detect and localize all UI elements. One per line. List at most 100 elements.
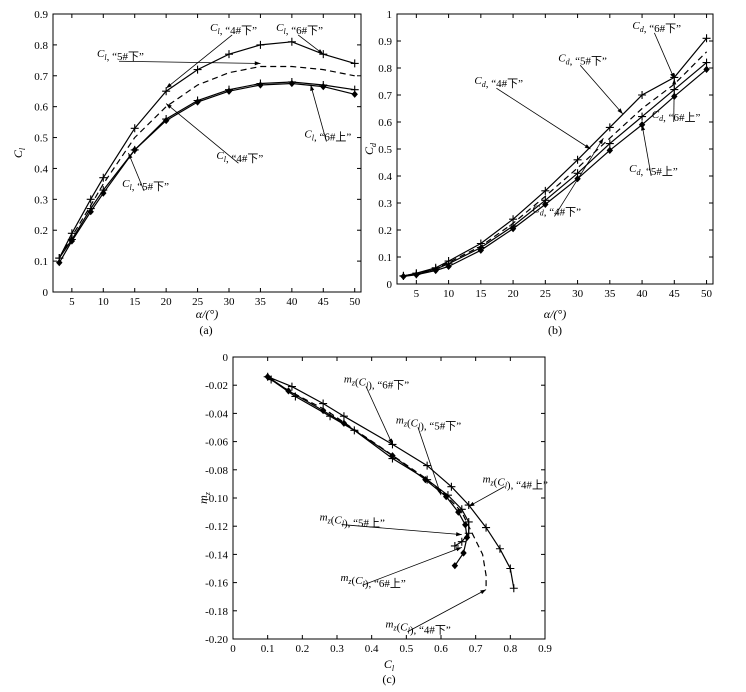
annotation-label: Cl, “5#下” [97, 48, 144, 63]
arrowhead [166, 82, 172, 89]
arrowhead [617, 108, 623, 114]
diamond-marker [462, 521, 469, 529]
y-tick-label: 0.5 [378, 144, 392, 156]
arrowhead [672, 78, 677, 85]
plus-marker [573, 155, 582, 164]
plus-marker [162, 87, 171, 96]
annotation-label: Cl, “5#下” [122, 178, 169, 193]
x-axis-label: Cl [384, 657, 395, 673]
x-tick-label: 0.9 [538, 643, 552, 655]
annotation-label: mz(Cl), “5#上” [320, 512, 385, 530]
arrowhead [584, 144, 591, 149]
plot-frame [396, 13, 714, 285]
y-tick-label: -0.06 [205, 437, 228, 449]
annotation-label: Cd, “5#上” [629, 163, 678, 178]
y-tick-label: -0.20 [205, 634, 228, 646]
series-line [403, 37, 708, 277]
series-line [58, 65, 355, 259]
diamond-marker [432, 266, 439, 275]
diamond-marker [319, 406, 327, 415]
annotation-label: Cl, “4#下” [216, 150, 263, 165]
x-tick-label: 0.1 [261, 643, 275, 655]
x-tick-label: 0.7 [469, 643, 483, 655]
x-tick-label: 45 [669, 288, 681, 300]
diamond-marker [351, 90, 358, 98]
x-tick-label: 0.4 [365, 643, 379, 655]
y-tick-label: 0.4 [378, 171, 392, 183]
x-tick-label: 40 [637, 288, 649, 300]
annotation-arrow [654, 32, 675, 79]
plus-marker [509, 584, 518, 593]
x-tick-label: 20 [161, 296, 173, 308]
plus-marker [319, 399, 328, 408]
y-tick-label: 0.8 [378, 63, 392, 75]
plus-marker [450, 541, 459, 550]
arrowhead [166, 103, 172, 109]
x-tick-label: 5 [69, 296, 75, 308]
annotation-arrow [407, 589, 487, 633]
plus-marker [99, 173, 108, 182]
series-line [58, 41, 355, 259]
diamond-marker [320, 82, 327, 91]
annotation-arrow [641, 124, 652, 177]
diamond-marker [68, 237, 76, 245]
y-tick-label: 0.2 [34, 225, 48, 237]
arrowhead [437, 489, 442, 496]
plus-marker [605, 139, 614, 148]
diamond-marker [477, 246, 485, 254]
plus-marker [130, 124, 139, 133]
annotation-label: Cd, “6#下” [632, 20, 681, 35]
y-tick-label: 0.2 [378, 225, 392, 237]
diamond-marker [257, 81, 264, 89]
y-tick-label: 0.6 [378, 117, 392, 129]
chart-a: 5 10 15 20 25 30 35 40 45 50 0 0.1 0.2 0.3 0.4 0.5 0.6 0.… [11, 9, 362, 337]
plus-marker [193, 65, 202, 74]
series-line [58, 82, 355, 264]
diamond-marker [100, 189, 107, 197]
series-line [403, 62, 707, 277]
diamond-marker [443, 492, 450, 501]
annotation-label: mz(Cl), “4#下” [386, 619, 451, 637]
arrowhead [480, 589, 487, 595]
y-tick-label: 0.3 [378, 198, 392, 210]
y-tick-label: -0.12 [205, 521, 228, 533]
diamond-marker [509, 225, 517, 233]
series-line [267, 376, 515, 589]
arrowhead [598, 138, 604, 145]
plus-marker [495, 544, 504, 553]
x-tick-label: 15 [129, 296, 141, 308]
annotation-arrow [165, 103, 239, 164]
x-tick-label: 50 [701, 288, 713, 300]
y-tick-label: -0.08 [205, 465, 228, 477]
y-tick-label: 0.3 [34, 194, 48, 206]
plus-marker [457, 537, 466, 546]
annotation-arrow [365, 386, 393, 445]
plus-marker [287, 37, 296, 46]
plus-marker [339, 412, 348, 421]
diamond-marker [451, 562, 459, 570]
x-tick-label: 0.6 [434, 643, 448, 655]
series-line [267, 377, 487, 590]
annotation-arrow [673, 78, 675, 122]
plus-marker [319, 50, 328, 59]
y-tick-label: 0.9 [378, 36, 392, 48]
arrowhead [670, 72, 675, 79]
annotation-arrow [554, 137, 604, 217]
annotation-arrow [468, 486, 505, 507]
plus-marker [423, 461, 432, 470]
series-line [58, 81, 355, 259]
diamond-marker [56, 259, 63, 267]
plus-marker [287, 382, 296, 391]
x-tick-label: 0.2 [295, 643, 309, 655]
x-tick-label: 10 [443, 288, 455, 300]
plus-marker [509, 215, 518, 224]
x-tick-label: 0.8 [503, 643, 517, 655]
y-tick-label: 0.4 [34, 163, 48, 175]
diamond-marker [131, 146, 138, 154]
plus-marker [605, 123, 614, 132]
arrowhead [468, 501, 475, 507]
diamond-marker [264, 373, 271, 381]
diamond-marker [340, 419, 348, 427]
x-tick-label: 35 [604, 288, 616, 300]
